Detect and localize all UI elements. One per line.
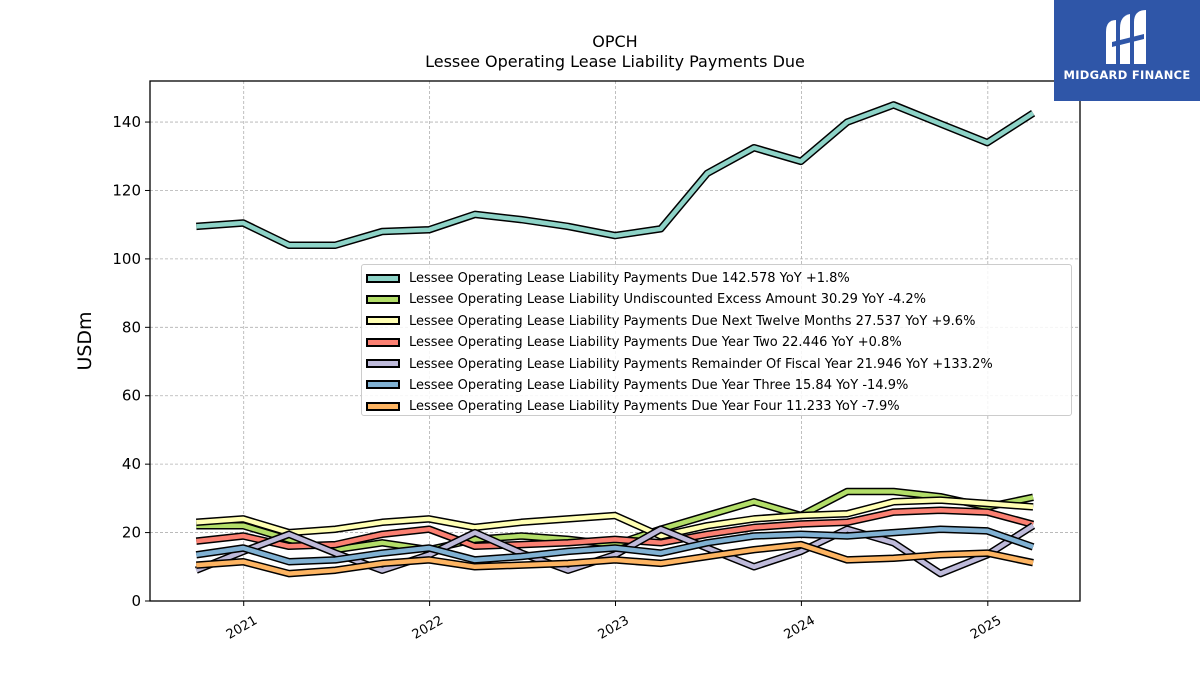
series-line	[196, 497, 1034, 539]
legend-item: Lessee Operating Lease Liability Payment…	[362, 354, 1071, 375]
series-3	[196, 496, 1034, 540]
series-line	[196, 102, 1035, 248]
chart-subtitle: Lessee Operating Lease Liability Payment…	[425, 52, 805, 71]
brand-name: MIDGARD FINANCE	[1063, 68, 1191, 82]
x-tick-label: 2022	[410, 613, 446, 643]
y-axis-label: USDm	[74, 311, 96, 370]
legend-label: Lessee Operating Lease Liability Payment…	[409, 399, 900, 415]
legend-item: Lessee Operating Lease Liability Undisco…	[362, 289, 1071, 310]
stylized-m-logo-icon	[1106, 10, 1146, 64]
y-tick-label: 120	[112, 181, 141, 199]
series-line	[196, 542, 1034, 576]
series-5	[194, 522, 1036, 578]
x-tick-label: 2025	[968, 613, 1004, 643]
legend-item: Lessee Operating Lease Liability Payment…	[362, 396, 1071, 417]
series-layer	[194, 101, 1036, 578]
legend-swatch	[366, 401, 400, 411]
x-tick-label: 2023	[596, 613, 632, 643]
legend-label: Lessee Operating Lease Liability Payment…	[409, 271, 850, 286]
legend-swatch	[366, 359, 400, 369]
series-1	[196, 101, 1036, 249]
series-line	[195, 523, 1035, 576]
series-line	[196, 508, 1034, 549]
legend-item: Lessee Operating Lease Liability Payment…	[362, 268, 1071, 289]
legend-item: Lessee Operating Lease Liability Payment…	[362, 311, 1071, 332]
legend-label: Lessee Operating Lease Liability Payment…	[409, 377, 909, 393]
y-tick-label: 60	[122, 387, 141, 405]
series-4	[195, 506, 1035, 551]
series-7	[196, 540, 1034, 578]
series-line	[195, 526, 1034, 564]
chart-title: OPCH	[592, 32, 637, 51]
y-tick-label: 140	[112, 113, 141, 131]
legend-label: Lessee Operating Lease Liability Payment…	[409, 356, 993, 372]
x-tick-label: 2024	[782, 613, 818, 643]
legend-swatch	[366, 273, 400, 283]
y-tick-label: 40	[122, 455, 141, 473]
y-tick-label: 0	[131, 592, 141, 610]
y-tick-label: 80	[122, 318, 141, 336]
legend-item: Lessee Operating Lease Liability Payment…	[362, 375, 1071, 396]
series-line-outline	[196, 101, 1036, 249]
legend-item: Lessee Operating Lease Liability Payment…	[362, 332, 1071, 353]
legend-swatch	[366, 380, 400, 390]
legend: Lessee Operating Lease Liability Payment…	[361, 264, 1072, 416]
y-tick-label: 20	[122, 524, 141, 542]
legend-swatch	[366, 337, 400, 347]
legend-swatch	[366, 316, 400, 326]
legend-swatch	[366, 294, 400, 304]
brand-logo: MIDGARD FINANCE	[1054, 0, 1200, 101]
x-tick-label: 2021	[224, 613, 260, 643]
series-6	[195, 525, 1035, 566]
legend-label: Lessee Operating Lease Liability Payment…	[409, 335, 902, 351]
legend-label: Lessee Operating Lease Liability Payment…	[409, 313, 976, 329]
y-tick-label: 100	[112, 250, 141, 268]
legend-label: Lessee Operating Lease Liability Undisco…	[409, 292, 927, 308]
plot-frame	[149, 80, 1081, 602]
